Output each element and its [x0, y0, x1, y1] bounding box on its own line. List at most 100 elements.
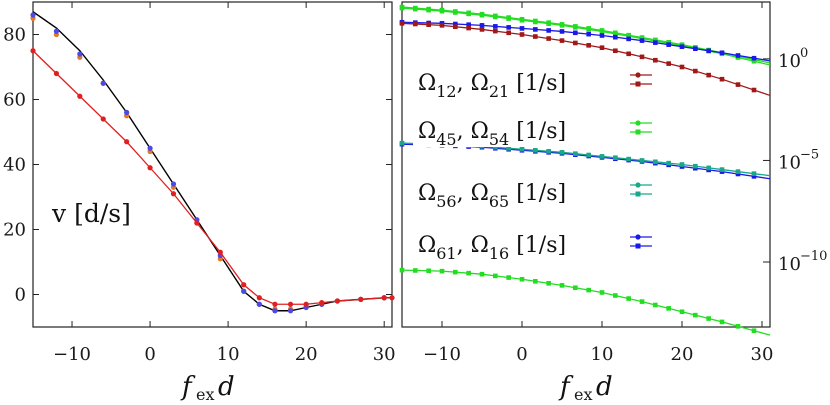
left-x-tick-label: −10 [53, 344, 91, 365]
right-data-point [519, 276, 525, 282]
right-x-tick-label: −10 [423, 344, 461, 365]
right-data-point [613, 155, 618, 161]
right-data-point [413, 268, 418, 273]
legend-swatch-square [635, 243, 641, 249]
right-data-point [706, 316, 711, 321]
left-data-point [53, 70, 60, 77]
right-series-line [401, 22, 771, 97]
right-data-point [639, 38, 645, 43]
left-data-point [170, 191, 177, 197]
left-data-point [287, 308, 294, 314]
right-data-point [439, 23, 445, 28]
right-data-point [613, 293, 618, 298]
legend-entry-bg [413, 225, 649, 261]
right-data-point [751, 55, 757, 61]
right-data-point [719, 319, 725, 325]
legend-entry-label: Ω45, Ω54 [1/s] [418, 119, 566, 149]
right-data-point [426, 22, 431, 27]
right-data-point [599, 29, 605, 34]
legend: Ω12, Ω21 [1/s] Ω45, Ω54 [1/s] Ω56, Ω65 [1/… [413, 63, 652, 263]
right-data-point [533, 27, 538, 32]
left-data-point [147, 145, 153, 151]
right-y-tick-exponent: −5 [800, 147, 819, 162]
right-series-line [401, 6, 771, 64]
right-x-axis-label: f ex d [558, 372, 613, 404]
right-data-point [533, 278, 538, 284]
right-data-point [546, 148, 551, 154]
right-data-point [506, 275, 511, 280]
left-x-tick-label: 20 [295, 344, 318, 365]
right-data-point [399, 21, 405, 26]
left-y-tick-label: 40 [3, 155, 26, 176]
right-data-point [399, 140, 405, 146]
right-data-point [599, 45, 605, 51]
left-ticks: −10 0 10 20 30 80 60 40 20 0 [3, 2, 396, 365]
right-data-point [573, 151, 578, 156]
right-data-point [479, 12, 485, 18]
left-y-tick-label: 0 [15, 285, 26, 306]
legend-swatch-square [635, 129, 641, 135]
legend-swatch-circle [635, 182, 641, 188]
left-x-axis-label: f ex d [180, 372, 235, 404]
right-data-point [559, 283, 565, 288]
right-data-point [413, 6, 418, 12]
left-data-point [256, 295, 262, 301]
left-series-line [32, 50, 392, 305]
right-data-point [653, 57, 658, 63]
svg-text:f: f [180, 372, 196, 402]
left-data-point [53, 28, 60, 34]
right-data-point [439, 268, 445, 274]
right-data-point [666, 42, 671, 47]
left-x-tick-label: 0 [144, 344, 155, 365]
right-data-point [413, 21, 418, 27]
right-data-point [751, 328, 757, 334]
right-y-tick-exponent: 0 [800, 46, 808, 61]
right-y-tick-label: 10 [778, 152, 801, 173]
right-data-point [653, 159, 658, 165]
right-data-point [693, 312, 698, 318]
left-data-point [334, 298, 340, 304]
right-data-point [735, 53, 741, 58]
right-data-point [751, 87, 757, 93]
left-y-tick-label: 80 [3, 25, 26, 46]
right-data-point [479, 271, 485, 277]
right-data-point [466, 11, 471, 17]
right-data-point [506, 25, 511, 30]
right-data-point [639, 158, 645, 163]
right-data-point [719, 50, 725, 56]
right-data-point [626, 51, 631, 57]
right-data-point [546, 281, 551, 286]
right-data-point [586, 43, 591, 48]
left-data-point [272, 301, 278, 307]
right-data-point [586, 31, 591, 37]
right-data-point [735, 324, 741, 329]
svg-text:ex: ex [196, 385, 215, 404]
left-x-tick-label: 30 [373, 344, 396, 365]
left-data-point [77, 93, 83, 99]
right-data-point [639, 299, 645, 304]
right-data-point [479, 23, 485, 28]
right-y-tick-label: 10 [778, 254, 801, 275]
right-data-point [586, 152, 591, 158]
left-data-point [303, 301, 309, 307]
left-data-point [194, 220, 200, 226]
right-data-point [751, 171, 757, 176]
right-series-group [399, 4, 771, 336]
right-data-point [693, 163, 698, 169]
right-data-point [439, 8, 445, 14]
right-data-point [506, 16, 511, 21]
right-data-point [653, 40, 658, 45]
legend-swatch-square [635, 191, 641, 197]
legend-entry-bg [413, 173, 649, 209]
svg-text:d: d [218, 372, 235, 402]
right-data-point [559, 38, 565, 43]
legend-entry-label: Ω61, Ω16 [1/s] [418, 233, 566, 263]
right-data-point [751, 58, 757, 64]
legend-entry-label: Ω12, Ω21 [1/s] [418, 71, 566, 101]
left-data-point [30, 48, 36, 54]
right-data-point [693, 68, 698, 74]
left-data-point [287, 301, 294, 307]
right-data-point [453, 21, 458, 27]
right-data-point [519, 17, 525, 23]
